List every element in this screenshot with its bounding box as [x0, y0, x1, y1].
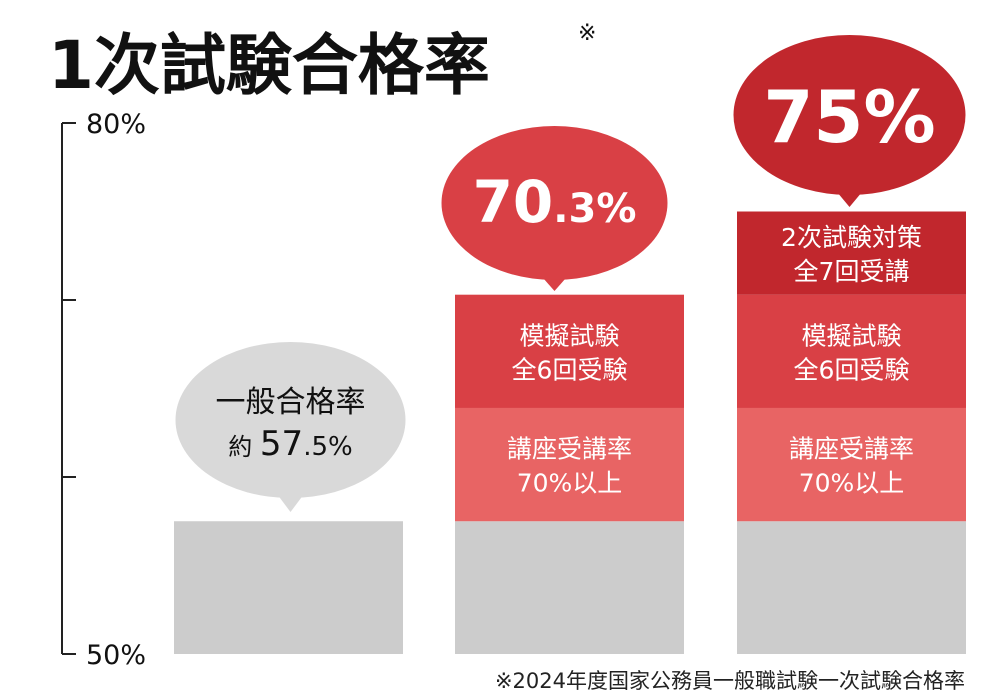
- bar-segment-mock-exams-0: [455, 521, 684, 654]
- callout-general-prefix: 約: [228, 433, 260, 461]
- y-tick-label-top: 80%: [86, 109, 146, 140]
- chart-title: 1次試験合格率: [48, 27, 490, 104]
- segment-label-mock-exams-1-0: 講座受講率: [507, 435, 632, 464]
- bar-general: [174, 521, 403, 654]
- callout-mock-value: 70.3%: [473, 168, 637, 236]
- callout-general-value-main: 57: [260, 424, 303, 464]
- segment-label-mock-exams-1-1: 70%以上: [517, 469, 623, 498]
- callout-general-value: 約 57.5%: [228, 424, 352, 464]
- y-tick-label-bottom: 50%: [86, 640, 146, 671]
- y-axis: 80% 50%: [61, 109, 146, 671]
- segment-label-mock-exams-2-1: 全6回受験: [512, 355, 628, 384]
- bar-segment-general-0: [174, 521, 403, 654]
- bar-segment-full-course-2: [737, 294, 966, 408]
- footnote: ※2024年度国家公務員一般職試験一次試験合格率: [495, 669, 965, 693]
- callout-general-label: 一般合格率: [216, 385, 366, 420]
- segment-label-full-course-1-1: 70%以上: [799, 469, 905, 498]
- chart-title-mark: ※: [578, 21, 596, 46]
- callout-full-ellipse: [733, 35, 966, 195]
- callout-general-ellipse: [175, 342, 406, 498]
- segment-label-mock-exams-2-0: 模擬試験: [519, 321, 619, 350]
- bar-segment-mock-exams-1: [455, 407, 684, 522]
- segment-label-full-course-2-1: 全6回受験: [794, 355, 910, 384]
- bar-segment-full-course-3: [737, 211, 966, 295]
- callout-full: 75%: [733, 35, 966, 207]
- callout-full-value: 75%: [763, 75, 935, 159]
- callout-mock: 70.3%: [441, 126, 668, 291]
- bar-segment-full-course-1: [737, 407, 966, 522]
- bar-segment-full-course-0: [737, 521, 966, 654]
- callout-general-value-decimal: .5%: [303, 432, 353, 462]
- segment-label-full-course-1-0: 講座受講率: [789, 435, 914, 464]
- callout-mock-value-main: 70: [473, 168, 554, 236]
- segment-label-full-course-2-0: 模擬試験: [801, 321, 901, 350]
- bar-segment-mock-exams-2: [455, 294, 684, 408]
- callout-mock-ellipse: [441, 126, 668, 280]
- callout-mock-value-decimal: .3%: [553, 186, 636, 232]
- segment-label-full-course-3-1: 全7回受講: [794, 257, 910, 286]
- segment-label-full-course-3-0: 2次試験対策: [781, 223, 922, 252]
